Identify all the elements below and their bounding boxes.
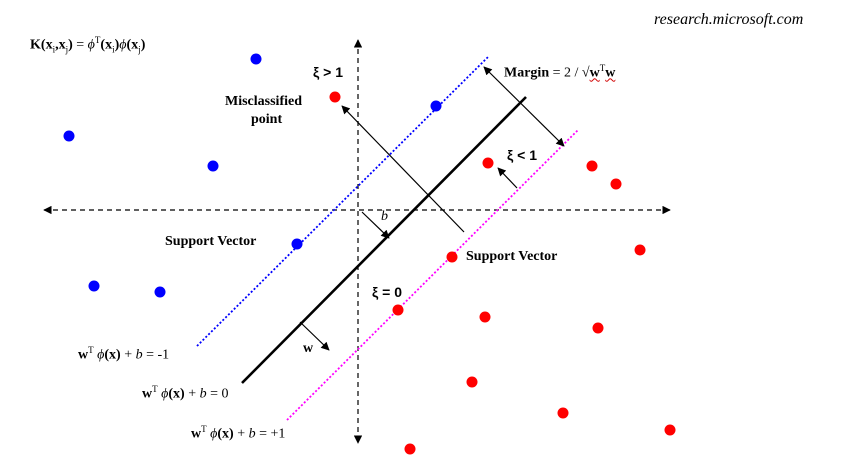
eq-x: (x) (168, 386, 185, 402)
margin-expression: = 2 / √ (549, 65, 590, 81)
kernel-xj: x (58, 37, 66, 53)
kernel-arg-j-sub: j (138, 44, 141, 55)
kernel-lhs: K( (30, 37, 46, 53)
margin-transpose: T (599, 63, 606, 73)
kernel-arg-i-close: ) (114, 37, 120, 53)
slack-arrow-misclassified (341, 105, 465, 233)
data-point (329, 91, 341, 103)
data-point (446, 251, 458, 263)
eq-x: (x) (104, 347, 121, 363)
data-point (592, 322, 604, 334)
data-point (430, 100, 442, 112)
eq-plus: + (120, 347, 136, 363)
kernel-arg-i: (x (100, 37, 113, 53)
eq-x: (x) (217, 426, 234, 442)
data-point (466, 376, 478, 388)
data-point (557, 407, 569, 419)
eq-rhs: = -1 (142, 347, 170, 363)
bias-arrow (361, 211, 390, 239)
data-point (664, 424, 676, 436)
equation-zero: wT ϕ(x) + b = 0 (142, 385, 229, 402)
kernel-sub-i: i (52, 44, 56, 55)
eq-phi: ϕ (93, 347, 105, 363)
kernel-formula: K(xi,xj) = ϕT(xi)ϕ(xj) (30, 36, 145, 54)
xi-greater-label: ξ > 1 (313, 64, 343, 80)
eq-transpose: T (201, 424, 207, 434)
margin-w1: w (589, 65, 600, 81)
positive-class-points (329, 91, 676, 455)
source-credit: research.microsoft.com (654, 11, 804, 28)
eq-plus: + (233, 426, 249, 442)
margin-label: Margin = 2 / √wTw (504, 64, 615, 81)
kernel-arg-j: (x (126, 37, 139, 53)
kernel-xi: x (45, 37, 53, 53)
data-point (392, 304, 404, 316)
margin-word: Margin (504, 65, 550, 81)
eq-w: w (191, 426, 202, 442)
data-point (291, 238, 303, 250)
data-point (63, 130, 75, 142)
equation-plus-one: wT ϕ(x) + b = +1 (191, 425, 285, 442)
data-point (482, 157, 494, 169)
eq-b: b (199, 386, 207, 402)
data-point (610, 178, 622, 190)
xi-less-label: ξ < 1 (507, 147, 537, 163)
eq-transpose: T (152, 384, 158, 394)
normal-vector-arrow (299, 321, 330, 351)
negative-class-points (63, 53, 442, 298)
data-point (154, 286, 166, 298)
normal-vector-label: w (303, 341, 314, 356)
eq-w: w (78, 347, 89, 363)
kernel-comma: , (55, 37, 59, 53)
misclassified-label: Misclassified (225, 94, 302, 109)
slack-arrow-inside-margin (497, 167, 518, 189)
kernel-phi-2: ϕ (119, 37, 127, 53)
data-point (586, 160, 598, 172)
kernel-arg-j-close: ) (140, 37, 146, 53)
data-point (404, 443, 416, 455)
eq-transpose: T (88, 345, 94, 355)
data-point (207, 160, 219, 172)
eq-b: b (248, 426, 256, 442)
kernel-sub-j: j (65, 44, 69, 55)
support-vector-label-left: Support Vector (165, 234, 257, 249)
margin-w2: w (605, 65, 616, 81)
misclassified-label-line2: point (251, 112, 283, 127)
eq-phi: ϕ (206, 426, 218, 442)
support-vector-label-right: Support Vector (466, 249, 558, 264)
kernel-close: ) (68, 37, 73, 53)
xi-zero-label: ξ = 0 (372, 284, 402, 300)
bias-label: b (381, 209, 388, 224)
eq-b: b (135, 347, 143, 363)
eq-phi: ϕ (157, 386, 169, 402)
positive-margin-line (286, 129, 579, 421)
eq-w: w (142, 386, 153, 402)
data-point (479, 311, 491, 323)
separating-hyperplane (241, 96, 527, 384)
eq-plus: + (184, 386, 200, 402)
eq-rhs: = +1 (255, 426, 286, 442)
equation-minus-one: wT ϕ(x) + b = -1 (78, 346, 169, 363)
data-point (634, 244, 646, 256)
kernel-transpose: T (94, 35, 101, 45)
data-point (250, 53, 262, 65)
eq-rhs: = 0 (206, 386, 229, 402)
data-point (88, 280, 100, 292)
margin-arrow (483, 66, 565, 147)
kernel-phi-1: ϕ (87, 37, 95, 53)
kernel-arg-i-sub: i (112, 44, 115, 55)
kernel-equals: = (72, 37, 88, 53)
